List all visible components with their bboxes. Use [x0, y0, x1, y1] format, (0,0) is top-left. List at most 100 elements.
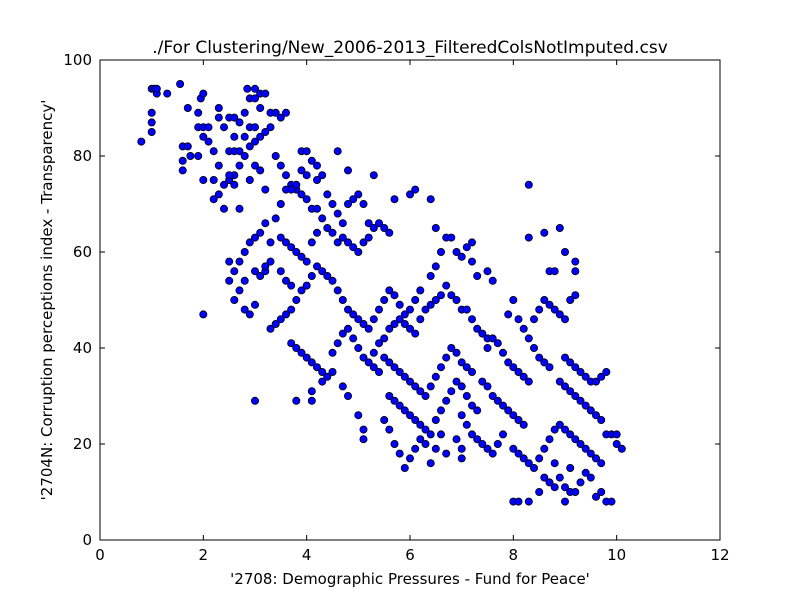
data-point: [550, 425, 559, 434]
data-points: [137, 80, 626, 506]
data-point: [276, 113, 285, 122]
data-point: [395, 401, 404, 410]
data-point: [519, 372, 528, 381]
data-point: [540, 228, 549, 237]
data-point: [400, 310, 409, 319]
data-point: [302, 257, 311, 266]
data-point: [281, 276, 290, 285]
data-point: [452, 295, 461, 304]
data-point: [380, 415, 389, 424]
data-point: [250, 137, 259, 146]
data-point: [328, 367, 337, 376]
data-point: [235, 147, 244, 156]
data-point: [411, 382, 420, 391]
x-axis: 0 2 4 6 8 10 12: [95, 60, 730, 564]
data-point: [431, 372, 440, 381]
data-point: [535, 454, 544, 463]
data-point: [509, 295, 518, 304]
data-point: [581, 372, 590, 381]
data-point: [333, 238, 342, 247]
data-point: [416, 435, 425, 444]
data-point: [400, 463, 409, 472]
data-point: [219, 180, 228, 189]
data-point: [452, 348, 461, 357]
data-point: [535, 305, 544, 314]
data-point: [405, 454, 414, 463]
data-point: [612, 439, 621, 448]
data-point: [519, 420, 528, 429]
data-point: [243, 84, 252, 93]
data-point: [225, 171, 234, 180]
data-point: [576, 396, 585, 405]
data-point: [467, 401, 476, 410]
data-point: [271, 214, 280, 223]
data-point: [561, 382, 570, 391]
data-point: [297, 252, 306, 261]
data-point: [230, 180, 239, 189]
data-point: [405, 377, 414, 386]
data-point: [488, 449, 497, 458]
data-point: [411, 329, 420, 338]
data-point: [504, 310, 513, 319]
data-point: [307, 271, 316, 280]
data-point: [385, 286, 394, 295]
x-tick-label: 0: [95, 546, 105, 564]
data-point: [561, 497, 570, 506]
data-point: [380, 353, 389, 362]
data-point: [374, 367, 383, 376]
data-point: [597, 415, 606, 424]
data-point: [204, 123, 213, 132]
data-point: [524, 233, 533, 242]
data-point: [240, 247, 249, 256]
data-point: [473, 435, 482, 444]
data-point: [540, 444, 549, 453]
data-point: [214, 190, 223, 199]
data-point: [617, 444, 626, 453]
data-point: [302, 353, 311, 362]
data-point: [457, 411, 466, 420]
data-point: [416, 420, 425, 429]
data-point: [576, 478, 585, 487]
data-point: [354, 411, 363, 420]
data-point: [307, 387, 316, 396]
data-point: [302, 195, 311, 204]
data-point: [452, 247, 461, 256]
data-point: [561, 315, 570, 324]
data-point: [514, 497, 523, 506]
data-point: [431, 415, 440, 424]
data-point: [343, 324, 352, 333]
data-point: [436, 430, 445, 439]
data-point: [447, 291, 456, 300]
data-point: [530, 343, 539, 352]
data-point: [354, 190, 363, 199]
data-point: [297, 190, 306, 199]
data-point: [328, 228, 337, 237]
data-point: [276, 161, 285, 170]
data-point: [219, 204, 228, 213]
data-point: [478, 439, 487, 448]
data-point: [571, 391, 580, 400]
x-tick-label: 6: [405, 546, 415, 564]
data-point: [488, 334, 497, 343]
data-point: [374, 219, 383, 228]
data-point: [271, 319, 280, 328]
data-point: [411, 185, 420, 194]
data-point: [261, 89, 270, 98]
data-point: [240, 108, 249, 117]
data-point: [235, 257, 244, 266]
data-point: [369, 348, 378, 357]
data-point: [519, 324, 528, 333]
data-point: [194, 151, 203, 160]
data-point: [333, 147, 342, 156]
y-axis: 0 20 40 60 80 100: [63, 51, 720, 549]
data-point: [561, 247, 570, 256]
data-point: [176, 80, 185, 89]
data-point: [509, 444, 518, 453]
data-point: [214, 113, 223, 122]
data-point: [369, 315, 378, 324]
data-point: [431, 223, 440, 232]
data-point: [307, 156, 316, 165]
data-point: [287, 243, 296, 252]
chart-title: ./For Clustering/New_2006-2013_FilteredC…: [152, 38, 668, 58]
data-point: [385, 425, 394, 434]
